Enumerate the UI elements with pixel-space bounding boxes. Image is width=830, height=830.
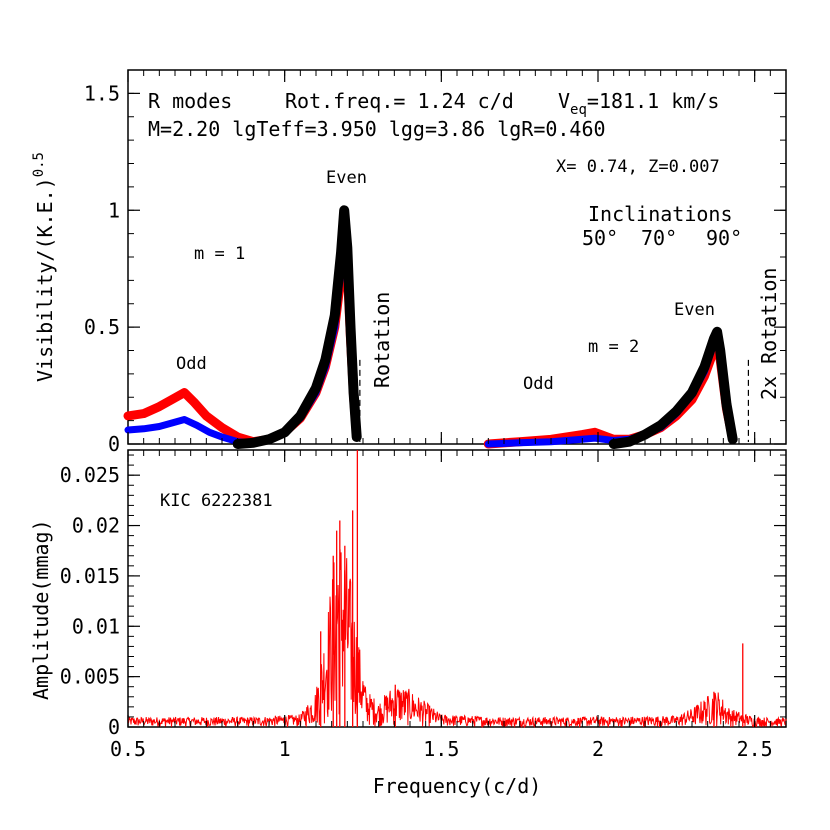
legend-item-70: 70° [641, 226, 677, 250]
x-tick-label: 0.5 [110, 737, 146, 761]
bottom-panel: 0.5 1 1.5 2 2.5 0 0.005 0.01 0.015 0.02 0.025 KIC … [29, 449, 787, 798]
header-line1-a: R modes [148, 89, 232, 113]
y-tick-label: 0.005 [60, 665, 120, 689]
annotation-rotation: Rotation [370, 292, 394, 388]
top-panel: 0 0.5 1 1.5 R modes Rot.freq.= 1.24 c/d Veq… [31, 69, 787, 456]
curve-90deg-4 [232, 205, 362, 449]
y-tick-label: 0.01 [72, 614, 120, 638]
annotation-even-1: Even [326, 168, 367, 188]
header-line1-c: Veq=181.1 km/s [558, 89, 719, 118]
top-ticks: 0 0.5 1 1.5 [84, 69, 787, 456]
star-label: KIC 6222381 [160, 491, 273, 511]
legend-item-90: 90° [706, 226, 742, 250]
amplitude-spectrum [127, 450, 787, 729]
legend-item-50: 50° [582, 226, 618, 250]
x-tick-label: 1.5 [423, 737, 459, 761]
spectrum-trace [127, 549, 787, 729]
top-curves [123, 205, 738, 449]
x-tick-label: 1 [279, 737, 291, 761]
annotation-odd-1: Odd [176, 354, 207, 374]
rotation-lines [359, 359, 750, 442]
header-line3: X= 0.74, Z=0.007 [556, 157, 720, 177]
y-tick-label: 1.5 [84, 81, 120, 105]
annotation-2x-rotation: 2x Rotation [757, 268, 781, 400]
annotation-m2: m = 2 [588, 337, 639, 357]
curve-90deg-5 [608, 326, 738, 449]
y-tick-label: 0.5 [84, 315, 120, 339]
y-tick-label: 1 [108, 198, 120, 222]
top-y-axis-title: Visibility/(K.E.)0.5 [31, 152, 57, 382]
bottom-ticks: 0.5 1 1.5 2 2.5 0 0.005 0.01 0.015 0.02 0.025 [60, 450, 787, 761]
x-tick-label: 2.5 [737, 737, 773, 761]
y-tick-label: 0 [108, 432, 120, 456]
header-line2: M=2.20 lgTeff=3.950 lgg=3.86 lgR=0.460 [148, 117, 606, 141]
y-tick-label: 0.015 [60, 564, 120, 588]
header-line1-b: Rot.freq.= 1.24 c/d [285, 89, 514, 113]
y-tick-label: 0.02 [72, 514, 120, 538]
curve-50deg-0 [123, 233, 362, 447]
annotation-m1: m = 1 [194, 244, 245, 264]
bottom-y-axis-title: Amplitude(mmag) [29, 519, 53, 700]
y-tick-label: 0 [108, 715, 120, 739]
annotation-even-2: Even [674, 300, 715, 320]
y-tick-label: 0.025 [60, 463, 120, 487]
annotation-odd-2: Odd [523, 374, 554, 394]
x-tick-label: 2 [592, 737, 604, 761]
legend-title: Inclinations [588, 202, 733, 226]
x-axis-title: Frequency(c/d) [373, 774, 542, 798]
